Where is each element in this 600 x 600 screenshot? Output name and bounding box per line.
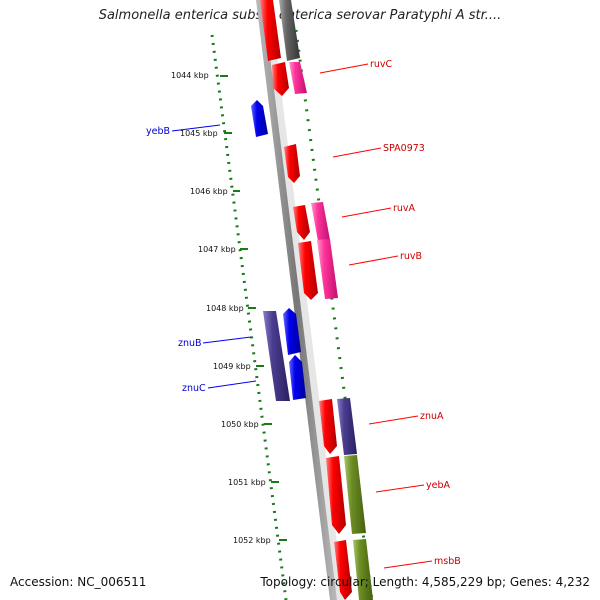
leader-ruvC	[319, 63, 369, 74]
scale-labels: 1044 kbp 1045 kbp 1046 kbp 1047 kbp 1048…	[171, 71, 287, 545]
label-ruvC: ruvC	[370, 59, 393, 70]
leader-msbB	[383, 560, 433, 569]
leader-SPA0973	[332, 147, 382, 158]
scale-label-1048: 1048 kbp	[206, 304, 244, 313]
leader-znuB	[202, 336, 252, 344]
gene-znuB-block[interactable]	[263, 311, 290, 401]
gene-yebA-arrow[interactable]	[326, 456, 346, 534]
leader-yebB	[171, 124, 221, 132]
gene-yebA-olive[interactable]	[344, 455, 366, 534]
gene-znuA-arrow[interactable]	[319, 399, 337, 454]
leader-znuA	[368, 415, 419, 425]
label-znuC: znuC	[182, 383, 206, 394]
label-ruvB: ruvB	[400, 251, 422, 262]
gene-ruvA-arrow[interactable]	[293, 205, 310, 240]
leader-ruvB	[348, 255, 399, 266]
gene-msbB-olive[interactable]	[353, 539, 373, 600]
gene-znuA-purple[interactable]	[337, 398, 357, 455]
scale-label-1046: 1046 kbp	[190, 187, 228, 196]
leader-ruvA	[341, 207, 392, 218]
label-msbB: msbB	[434, 556, 461, 567]
gene-znuB-arrow[interactable]	[283, 308, 301, 355]
gene-ruvC-pink[interactable]	[289, 62, 307, 94]
scale-label-1044: 1044 kbp	[171, 71, 209, 80]
gene-yebB-arrow[interactable]	[251, 100, 268, 137]
gene-ruvB-arrow[interactable]	[298, 241, 318, 300]
label-yebB: yebB	[146, 126, 170, 137]
gene-znuC-arrow[interactable]	[289, 355, 306, 400]
scale-label-1047: 1047 kbp	[198, 245, 236, 254]
scale-label-1050: 1050 kbp	[221, 420, 259, 429]
gene-label-leaders	[171, 63, 433, 569]
label-znuB: znuB	[178, 338, 202, 349]
scale-label-1051: 1051 kbp	[228, 478, 266, 487]
accession-text: Accession: NC_006511	[10, 575, 147, 589]
map-title: Salmonella enterica subsp. enterica sero…	[98, 8, 502, 23]
label-ruvA: ruvA	[393, 203, 416, 214]
label-SPA0973: SPA0973	[383, 143, 425, 154]
gene-labels: ruvC SPA0973 ruvA ruvB znuA yebA msbB ye…	[146, 59, 461, 567]
scale-label-1052: 1052 kbp	[233, 536, 271, 545]
gene-SPA0973-arrow[interactable]	[284, 144, 300, 183]
leader-yebA	[375, 484, 425, 493]
label-yebA: yebA	[426, 480, 450, 491]
gene-ruvA-pink[interactable]	[311, 202, 330, 241]
gene-ruvB-pink[interactable]	[317, 239, 338, 299]
leader-znuC	[207, 380, 257, 389]
gene-ruvC-arrow[interactable]	[272, 62, 289, 96]
scale-label-1045: 1045 kbp	[180, 129, 218, 138]
scale-label-1049: 1049 kbp	[213, 362, 251, 371]
gene-top-gray-block[interactable]	[279, 0, 300, 61]
genome-summary-text: Topology: circular; Length: 4,585,229 bp…	[260, 575, 590, 589]
gene-msbB-arrow[interactable]	[334, 540, 352, 600]
genome-backbone	[256, 0, 344, 600]
gene-top-red-block[interactable]	[260, 0, 281, 61]
label-znuA: znuA	[420, 411, 444, 422]
